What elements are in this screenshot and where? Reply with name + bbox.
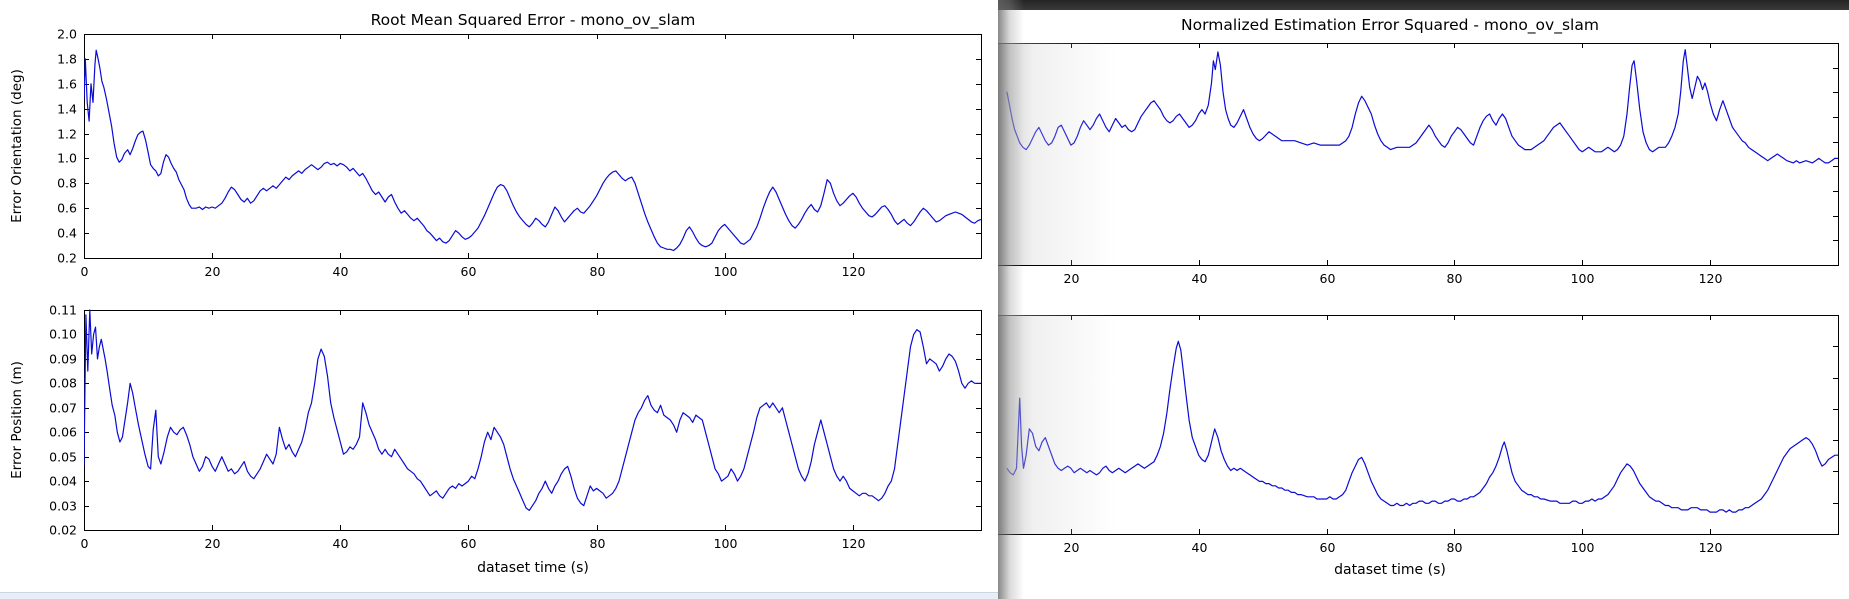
svg-text:0.10: 0.10 bbox=[49, 327, 77, 342]
svg-text:40: 40 bbox=[1192, 540, 1208, 555]
svg-text:0: 0 bbox=[81, 264, 89, 279]
svg-text:100: 100 bbox=[1571, 540, 1595, 555]
nees-figure-window[interactable]: Normalized Estimation Error Squared - mo… bbox=[998, 0, 1849, 599]
svg-text:0.04: 0.04 bbox=[49, 474, 77, 489]
svg-text:20: 20 bbox=[205, 536, 221, 551]
nees-xlabel: dataset time (s) bbox=[1334, 562, 1446, 578]
rmse-plot-canvas: 0 20 40 60 80 100 120 2.0 1.8 1.6 1.4 1.2 1.0 0.8 0.6 0… bbox=[49, 27, 982, 551]
svg-text:100: 100 bbox=[714, 264, 738, 279]
svg-text:0.03: 0.03 bbox=[49, 499, 77, 514]
background-window-edge bbox=[0, 592, 998, 599]
svg-text:20: 20 bbox=[1064, 540, 1080, 555]
svg-text:0.6: 0.6 bbox=[57, 201, 77, 216]
svg-text:1.4: 1.4 bbox=[57, 102, 77, 117]
window-titlebar[interactable] bbox=[998, 0, 1849, 10]
svg-text:1.6: 1.6 bbox=[57, 77, 77, 92]
svg-text:0.02: 0.02 bbox=[49, 523, 77, 538]
svg-text:120: 120 bbox=[1699, 540, 1723, 555]
svg-text:100: 100 bbox=[714, 536, 738, 551]
rmse-figure-window[interactable]: Root Mean Squared Error - mono_ov_slam E… bbox=[0, 0, 998, 599]
svg-text:80: 80 bbox=[1447, 271, 1463, 286]
svg-text:0.11: 0.11 bbox=[49, 303, 77, 318]
svg-text:40: 40 bbox=[333, 264, 349, 279]
svg-text:60: 60 bbox=[1320, 271, 1336, 286]
svg-text:0.4: 0.4 bbox=[57, 226, 77, 241]
svg-text:0.05: 0.05 bbox=[49, 450, 77, 465]
svg-text:40: 40 bbox=[1192, 271, 1208, 286]
svg-text:0.08: 0.08 bbox=[49, 376, 77, 391]
svg-text:20: 20 bbox=[205, 264, 221, 279]
svg-text:0.8: 0.8 bbox=[57, 176, 77, 191]
svg-text:20: 20 bbox=[1064, 271, 1080, 286]
svg-text:40: 40 bbox=[333, 536, 349, 551]
svg-text:60: 60 bbox=[461, 536, 477, 551]
svg-text:0.2: 0.2 bbox=[57, 251, 77, 266]
svg-text:1.2: 1.2 bbox=[57, 127, 77, 142]
svg-text:120: 120 bbox=[842, 264, 866, 279]
rmse-figure-title: Root Mean Squared Error - mono_ov_slam bbox=[370, 11, 696, 29]
svg-text:100: 100 bbox=[1571, 271, 1595, 286]
svg-text:60: 60 bbox=[1320, 540, 1336, 555]
nees-plot-canvas: 20 40 60 80 100 120 20 40 60 80 100 120 bbox=[998, 43, 1839, 555]
svg-text:80: 80 bbox=[590, 264, 606, 279]
svg-text:80: 80 bbox=[590, 536, 606, 551]
svg-text:1.8: 1.8 bbox=[57, 52, 77, 67]
svg-text:120: 120 bbox=[842, 536, 866, 551]
svg-text:0: 0 bbox=[81, 536, 89, 551]
svg-text:0.07: 0.07 bbox=[49, 401, 77, 416]
svg-text:120: 120 bbox=[1699, 271, 1723, 286]
nees-figure-title: Normalized Estimation Error Squared - mo… bbox=[1181, 16, 1599, 34]
rmse-xlabel: dataset time (s) bbox=[477, 560, 589, 576]
svg-text:60: 60 bbox=[461, 264, 477, 279]
svg-text:2.0: 2.0 bbox=[57, 27, 77, 42]
svg-text:0.06: 0.06 bbox=[49, 425, 77, 440]
svg-text:80: 80 bbox=[1447, 540, 1463, 555]
svg-text:1.0: 1.0 bbox=[57, 151, 77, 166]
svg-text:0.09: 0.09 bbox=[49, 352, 77, 367]
